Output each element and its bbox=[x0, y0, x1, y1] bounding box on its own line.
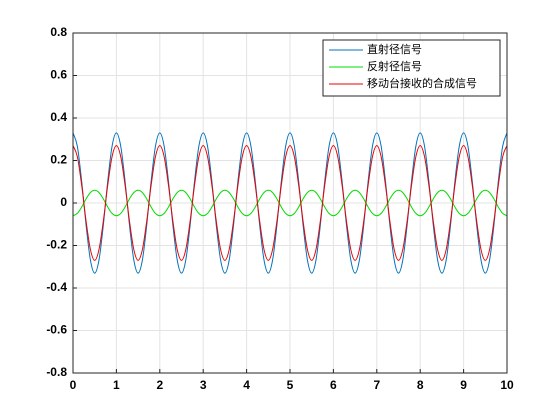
legend-label: 反射径信号 bbox=[367, 59, 422, 73]
x-tick-label: 2 bbox=[156, 378, 163, 392]
y-tick-label: -0.4 bbox=[46, 280, 67, 294]
x-tick-label: 10 bbox=[500, 378, 514, 392]
y-tick-label: 0 bbox=[60, 195, 67, 209]
data-line bbox=[72, 189, 508, 217]
x-tick-label: 6 bbox=[330, 378, 337, 392]
y-tick-label: 0.4 bbox=[50, 110, 67, 124]
y-tick-label: 0.6 bbox=[50, 68, 67, 82]
x-tick-label: 9 bbox=[460, 378, 467, 392]
x-tick-label: 8 bbox=[417, 378, 424, 392]
y-tick-label: -0.8 bbox=[46, 365, 67, 379]
x-tick-label: 7 bbox=[373, 378, 380, 392]
legend-box bbox=[322, 39, 501, 97]
axes-box bbox=[72, 32, 508, 374]
x-tick-label: 0 bbox=[70, 378, 77, 392]
x-tick-label: 3 bbox=[200, 378, 207, 392]
legend-label: 移动台接收的合成信号 bbox=[367, 76, 477, 90]
y-tick-label: 0.8 bbox=[50, 25, 67, 39]
x-tick-label: 4 bbox=[243, 378, 250, 392]
y-tick-label: -0.6 bbox=[46, 323, 67, 337]
y-tick-label: 0.2 bbox=[50, 153, 67, 167]
x-tick-label: 5 bbox=[287, 378, 294, 392]
legend-label: 直射径信号 bbox=[367, 42, 422, 56]
data-line bbox=[72, 145, 508, 261]
x-tick-label: 1 bbox=[113, 378, 120, 392]
data-line bbox=[72, 132, 508, 274]
y-tick-label: -0.2 bbox=[46, 238, 67, 252]
